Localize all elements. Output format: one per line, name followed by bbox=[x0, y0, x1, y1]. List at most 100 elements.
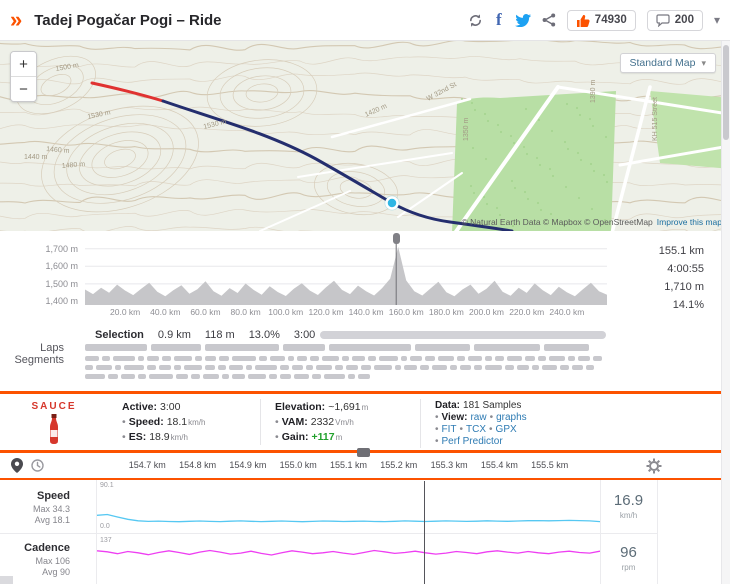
brush-handle[interactable] bbox=[357, 448, 370, 457]
page-scrollbar[interactable] bbox=[721, 41, 730, 584]
twitter-icon[interactable] bbox=[514, 13, 531, 27]
bar-segment[interactable] bbox=[162, 356, 171, 361]
bar-segment[interactable] bbox=[280, 374, 291, 379]
bar-segment[interactable] bbox=[195, 356, 202, 361]
bar-segment[interactable] bbox=[420, 365, 429, 370]
bar-segment[interactable] bbox=[203, 374, 219, 379]
refresh-icon[interactable] bbox=[468, 13, 483, 28]
bar-segment[interactable] bbox=[138, 374, 146, 379]
gpx-link[interactable]: GPX bbox=[495, 424, 517, 435]
bar-segment[interactable] bbox=[191, 374, 200, 379]
bar-segment[interactable] bbox=[174, 356, 192, 361]
bar-segment[interactable] bbox=[532, 365, 539, 370]
bar-segment[interactable] bbox=[310, 356, 319, 361]
bar-segment[interactable] bbox=[474, 365, 482, 370]
bar-segment[interactable] bbox=[586, 365, 594, 370]
bar-segment[interactable] bbox=[147, 356, 159, 361]
bar-segment[interactable] bbox=[335, 365, 343, 370]
bar-segment[interactable] bbox=[222, 374, 229, 379]
bar-segment[interactable] bbox=[517, 365, 529, 370]
bar-segment[interactable] bbox=[283, 344, 325, 351]
graphs-link[interactable]: graphs bbox=[496, 412, 527, 423]
bar-segment[interactable] bbox=[205, 344, 279, 351]
bar-segment[interactable] bbox=[280, 365, 289, 370]
map-pin-tab[interactable] bbox=[11, 458, 23, 478]
profile-cursor-handle[interactable] bbox=[392, 233, 400, 244]
bar-segment[interactable] bbox=[346, 365, 358, 370]
gear-icon[interactable] bbox=[646, 458, 662, 479]
bar-segment[interactable] bbox=[474, 344, 540, 351]
header-chevron-down-icon[interactable]: ▾ bbox=[713, 13, 720, 27]
bar-segment[interactable] bbox=[395, 365, 401, 370]
bar-segment[interactable] bbox=[218, 365, 226, 370]
bar-segment[interactable] bbox=[361, 365, 371, 370]
bar-segment[interactable] bbox=[205, 356, 216, 361]
bar-segment[interactable] bbox=[85, 356, 99, 361]
bar-segment[interactable] bbox=[352, 356, 365, 361]
bar-segment[interactable] bbox=[368, 356, 376, 361]
bar-segment[interactable] bbox=[159, 365, 171, 370]
bar-segment[interactable] bbox=[85, 374, 105, 379]
bar-segment[interactable] bbox=[255, 365, 277, 370]
bar-segment[interactable] bbox=[505, 365, 514, 370]
bar-segment[interactable] bbox=[525, 356, 535, 361]
bar-segment[interactable] bbox=[229, 365, 243, 370]
bar-segment[interactable] bbox=[578, 356, 590, 361]
improve-map-link[interactable]: Improve this map bbox=[656, 217, 722, 227]
bar-segment[interactable] bbox=[115, 365, 121, 370]
bar-segment[interactable] bbox=[468, 356, 482, 361]
bar-segment[interactable] bbox=[438, 356, 454, 361]
bar-segment[interactable] bbox=[415, 344, 470, 351]
bar-segment[interactable] bbox=[542, 365, 557, 370]
bar-segment[interactable] bbox=[460, 365, 471, 370]
bar-segment[interactable] bbox=[549, 356, 565, 361]
bar-segment[interactable] bbox=[495, 356, 504, 361]
raw-link[interactable]: raw bbox=[470, 412, 487, 423]
bar-segment[interactable] bbox=[246, 365, 252, 370]
bar-segment[interactable] bbox=[450, 365, 457, 370]
bar-segment[interactable] bbox=[593, 356, 602, 361]
bar-segment[interactable] bbox=[205, 365, 215, 370]
bar-segment[interactable] bbox=[108, 374, 118, 379]
bar-segment[interactable] bbox=[288, 356, 294, 361]
bar-segment[interactable] bbox=[329, 344, 411, 351]
bar-segment[interactable] bbox=[248, 374, 266, 379]
bar-segment[interactable] bbox=[297, 356, 307, 361]
bar-segment[interactable] bbox=[124, 365, 144, 370]
facebook-icon[interactable]: f bbox=[495, 10, 502, 29]
route-map[interactable]: 1500 m 1530 m 1460 m 1480 m 1440 m 1530 m 1420… bbox=[0, 41, 730, 231]
bar-segment[interactable] bbox=[342, 356, 349, 361]
bar-segment[interactable] bbox=[544, 344, 589, 351]
bar-segment[interactable] bbox=[485, 365, 502, 370]
bar-segment[interactable] bbox=[485, 356, 492, 361]
bar-segment[interactable] bbox=[538, 356, 546, 361]
bar-segment[interactable] bbox=[457, 356, 465, 361]
bar-segment[interactable] bbox=[312, 374, 321, 379]
bar-segment[interactable] bbox=[507, 356, 522, 361]
bar-segment[interactable] bbox=[176, 374, 188, 379]
zoom-in-button[interactable]: + bbox=[11, 52, 36, 76]
perf-predictor-link[interactable]: Perf Predictor bbox=[441, 436, 503, 447]
comments-button[interactable]: 200 bbox=[646, 9, 703, 31]
bar-segment[interactable] bbox=[316, 365, 332, 370]
bar-segment[interactable] bbox=[113, 356, 135, 361]
bar-segment[interactable] bbox=[85, 344, 147, 351]
bar-segment[interactable] bbox=[374, 365, 392, 370]
bar-segment[interactable] bbox=[404, 365, 417, 370]
map-style-button[interactable]: Standard Map ▾ bbox=[619, 53, 716, 73]
bar-segment[interactable] bbox=[149, 374, 173, 379]
zoom-out-button[interactable]: − bbox=[11, 77, 36, 101]
bar-segment[interactable] bbox=[432, 365, 447, 370]
bar-segment[interactable] bbox=[147, 365, 156, 370]
bar-segment[interactable] bbox=[572, 365, 583, 370]
bar-segment[interactable] bbox=[121, 374, 135, 379]
graphs-plot-area[interactable] bbox=[97, 480, 600, 584]
bar-segment[interactable] bbox=[151, 344, 201, 351]
tcx-link[interactable]: TCX bbox=[466, 424, 487, 435]
time-tab[interactable] bbox=[31, 459, 44, 477]
kudos-button[interactable]: 74930 bbox=[566, 9, 636, 31]
bar-segment[interactable] bbox=[410, 356, 422, 361]
share-icon[interactable] bbox=[542, 13, 556, 27]
bar-segment[interactable] bbox=[232, 374, 245, 379]
bar-segment[interactable] bbox=[232, 356, 256, 361]
